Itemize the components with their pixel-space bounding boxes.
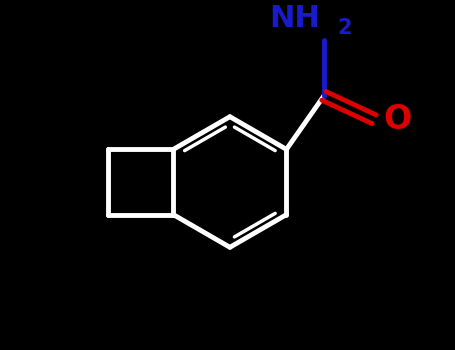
Text: 2: 2 <box>337 19 352 38</box>
Text: O: O <box>384 103 412 136</box>
Text: NH: NH <box>269 4 320 33</box>
